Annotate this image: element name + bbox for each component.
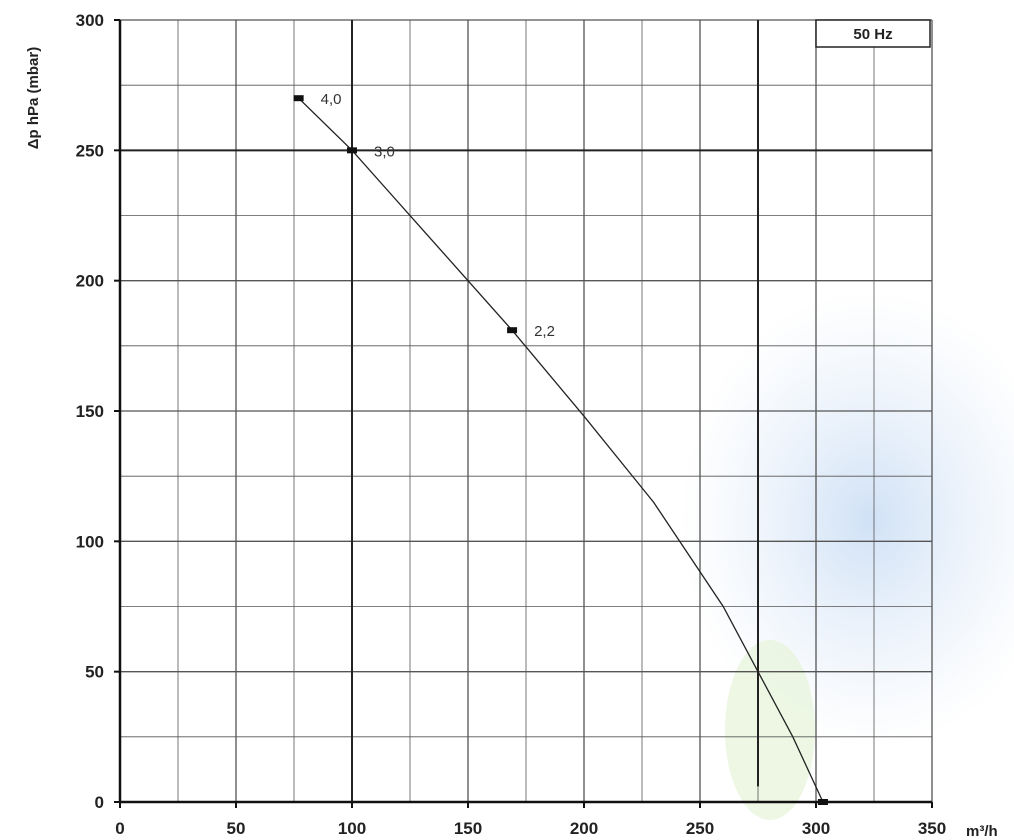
data-point-label: 4,0 [321,91,342,108]
x-tick-label: 150 [454,819,482,838]
series [293,95,828,805]
legend-label: 50 Hz [853,26,892,43]
y-tick-label: 150 [76,402,104,421]
data-point-label: 3,0 [374,143,395,160]
grid [119,19,933,803]
data-point [347,147,357,154]
x-tick-label: 350 [918,819,946,838]
data-point [293,95,304,102]
watermark [680,290,1014,820]
y-axis-title: Δp hPa (mbar) [25,47,42,149]
x-tick-label: 300 [802,819,830,838]
labels: 4,0 3,0 2,2 [321,91,555,340]
y-tick-label: 0 [95,793,104,812]
legend-frame [815,19,931,48]
x-tick-label: 100 [338,819,366,838]
x-tick-label: 0 [115,819,124,838]
data-point-label: 2,2 [534,323,555,340]
data-point [817,799,828,805]
y-tick-label: 200 [76,272,104,291]
y-tick-label: 250 [76,141,104,160]
y-tick-label: 50 [85,663,104,682]
x-axis-title: m³/h [966,823,998,840]
y-tick-label: 100 [76,532,104,551]
x-tick-label: 50 [227,819,246,838]
axes: 0 50 100 150 200 250 300 0 50 100 150 200 250 300 350 [76,11,947,838]
x-tick-label: 250 [686,819,714,838]
x-tick-label: 200 [570,819,598,838]
data-point [507,327,518,334]
y-tick-label: 300 [76,11,104,30]
series-line [298,97,824,803]
legend-box: 50 Hz [815,19,931,48]
